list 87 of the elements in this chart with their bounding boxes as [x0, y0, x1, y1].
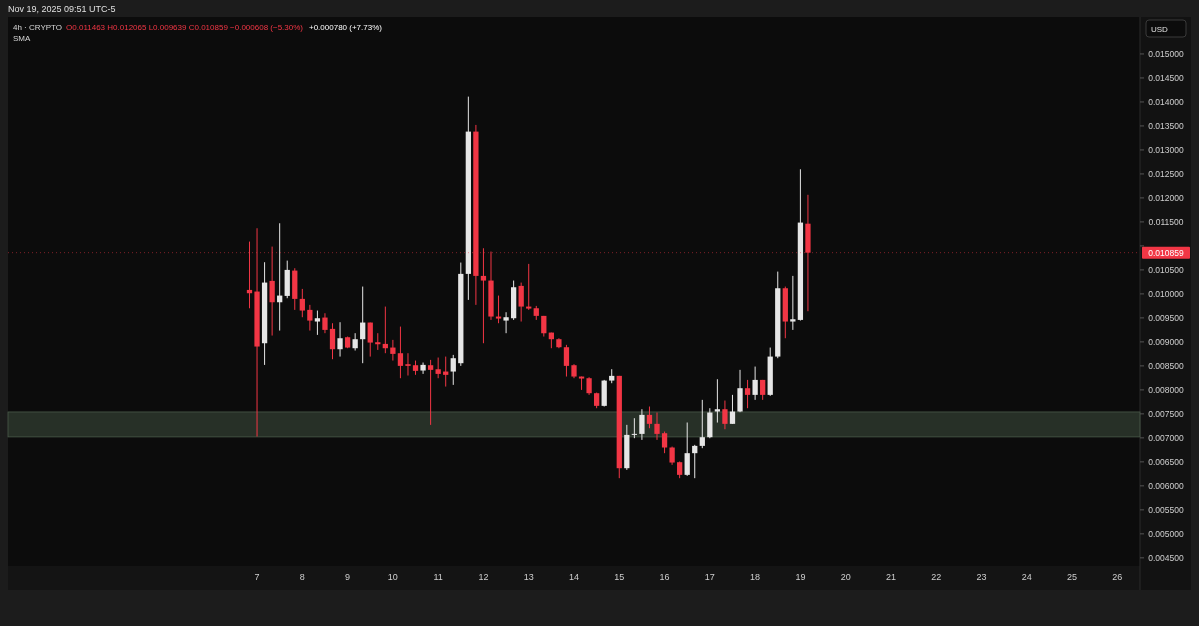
y-tick-label: 0.005500 [1148, 504, 1184, 515]
candlestick [684, 422, 690, 477]
candlestick [329, 322, 336, 360]
x-tick-label: 11 [433, 572, 443, 582]
candlestick [307, 304, 313, 332]
candlestick [669, 446, 675, 466]
x-tick-label: 25 [1067, 572, 1078, 582]
x-tick-label: 21 [885, 572, 896, 582]
candlestick [661, 431, 668, 454]
y-tick-label: 0.012500 [1148, 168, 1184, 179]
candlestick [714, 378, 721, 424]
candlestick [646, 406, 653, 429]
candlestick [367, 322, 373, 358]
annotation: O0.011463 H0.012065 L0.009639 C0.010859 −0.000608 (−5.30%) [66, 23, 304, 32]
candlestick [752, 366, 758, 401]
candlestick [337, 321, 343, 358]
candlestick [503, 311, 509, 334]
annotation: +0.000780 (+7.73%) [309, 23, 383, 32]
x-tick-label: 16 [659, 572, 670, 582]
y-tick-label: 0.014500 [1148, 72, 1184, 83]
candlestick [518, 282, 524, 323]
y-tick-label: 0.006500 [1148, 456, 1184, 467]
x-tick-label: 13 [523, 572, 534, 582]
y-tick-label: 0.012000 [1148, 192, 1184, 203]
y-tick-label: 0.013000 [1148, 144, 1184, 155]
candlestick [299, 288, 305, 318]
candlestick [692, 444, 698, 479]
x-tick-label: 18 [750, 572, 761, 582]
y-tick-label: 0.004500 [1148, 552, 1184, 563]
x-tick-label: 23 [976, 572, 987, 582]
candlestick [427, 359, 434, 426]
text: 4h · CRYPTO [13, 23, 63, 32]
candlestick [737, 369, 743, 413]
x-tick-label: 22 [931, 572, 942, 582]
candlestick [729, 394, 736, 425]
x-tick-label: 14 [568, 572, 580, 582]
candlestick [526, 263, 532, 311]
candlestick [495, 295, 502, 324]
candlestick [450, 354, 456, 386]
candlestick [699, 399, 705, 449]
ref-line-label: 0.010859 [1148, 247, 1184, 258]
x-tick-label: 10 [387, 572, 398, 582]
candlestick [360, 286, 366, 364]
y-tick-label: 0.009500 [1148, 312, 1184, 323]
x-tick-label: 26 [1112, 572, 1123, 582]
candlestick [639, 408, 645, 441]
candlestick [790, 275, 796, 331]
candlestick [654, 412, 660, 441]
chart-subtitle: Nov 19, 2025 09:51 UTC-5 [8, 4, 116, 14]
candlestick [563, 344, 570, 378]
candlestick [269, 246, 275, 337]
candlestick [435, 357, 441, 379]
x-tick-label: 9 [345, 572, 351, 582]
y-tick-label: 0.015000 [1148, 48, 1184, 59]
x-tick-label: 15 [614, 572, 625, 582]
y-tick-label: 0.011500 [1148, 216, 1184, 227]
candlestick [390, 339, 396, 362]
candlestick [480, 247, 487, 344]
x-tick-label: 12 [478, 572, 489, 582]
candlestick [405, 352, 411, 377]
y-tick-label: 0.008000 [1148, 384, 1184, 395]
y-tick-label: 0.013500 [1148, 120, 1184, 131]
text: USD [1151, 25, 1169, 34]
x-tick-label: 17 [704, 572, 715, 582]
y-tick-label: 0.010500 [1148, 264, 1184, 275]
candlestick [420, 362, 426, 375]
y-tick-label: 0.007500 [1148, 408, 1184, 419]
y-tick-label: 0.008500 [1148, 360, 1184, 371]
x-tick-label: 19 [795, 572, 806, 582]
x-tick-label: 7 [254, 572, 260, 582]
y-tick-label: 0.010000 [1148, 288, 1184, 299]
candlestick [314, 310, 321, 336]
y-tick-label: 0.009000 [1148, 336, 1184, 347]
candlestick [352, 332, 358, 352]
y-tick-label: 0.007000 [1148, 432, 1184, 443]
y-tick-label: 0.006000 [1148, 480, 1184, 491]
x-tick-label: 24 [1021, 572, 1032, 582]
candlestick [631, 417, 638, 439]
annotation: SMA [13, 34, 31, 43]
x-tick-label: 20 [840, 572, 851, 582]
y-tick-label: 0.005000 [1148, 528, 1184, 539]
candlestick [722, 400, 728, 430]
candlestick [322, 312, 328, 334]
candlestick [744, 379, 751, 409]
y-tick-label: 0.014000 [1148, 96, 1184, 107]
candlestick [397, 326, 404, 379]
x-tick-label: 8 [299, 572, 305, 582]
